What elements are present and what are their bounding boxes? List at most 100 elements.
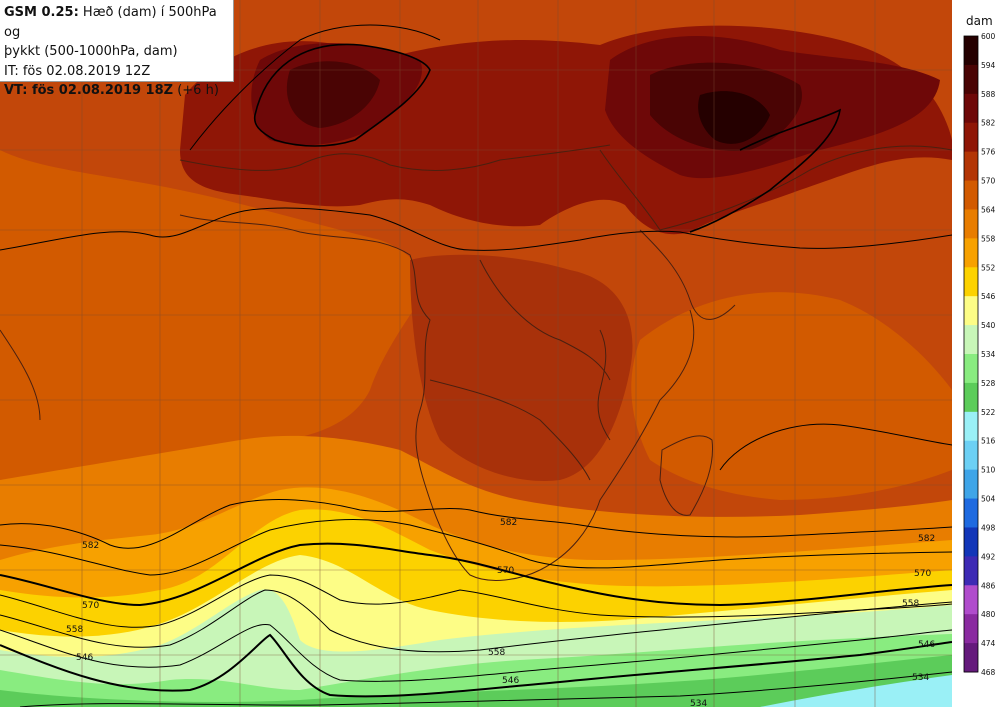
legend-tick-label: 540 [981, 321, 996, 330]
legend-swatch [964, 411, 978, 442]
coast-arabia [659, 145, 952, 231]
map-info-box: GSM 0.25: Hæð (dam) í 500hPa og þykkt (5… [0, 0, 234, 98]
legend-tick-label: 528 [981, 379, 996, 388]
field-582-africa [410, 254, 633, 481]
legend-tick-label: 504 [981, 495, 996, 504]
legend-tick-label: 522 [981, 408, 996, 417]
legend-swatch [964, 93, 978, 124]
isoline-594-north [253, 43, 431, 147]
legend-tick-label: 510 [981, 466, 996, 475]
legend-swatch [964, 585, 978, 615]
legend-swatch [964, 296, 978, 326]
coast-mediterranean [179, 144, 611, 171]
legend-tick-label: 534 [981, 350, 996, 359]
contour-label: 534 [690, 699, 707, 707]
forecast-offset: (+6 h) [173, 83, 219, 98]
isoline-588-north [189, 24, 441, 151]
legend-swatch [964, 180, 978, 210]
legend-swatch [964, 440, 978, 471]
legend-swatch [964, 36, 978, 66]
info-line-4: VT: fös 02.08.2019 18Z (+6 h) [4, 81, 229, 101]
contour-label: 558 [488, 648, 505, 658]
legend-swatch [964, 122, 978, 153]
coast-border2 [429, 379, 591, 481]
coast-africa-west [179, 214, 695, 581]
contour-label: 546 [918, 640, 935, 650]
legend-tick-label: 498 [981, 523, 996, 532]
coast-lake [597, 329, 611, 441]
legend-tick-label: 516 [981, 437, 996, 446]
legend-swatch [964, 527, 978, 557]
contour-label: 582 [82, 541, 99, 551]
contour-label: 546 [502, 676, 519, 686]
coast-border1 [479, 259, 611, 381]
legend-tick-label: 588 [981, 90, 996, 99]
contour-label: 558 [66, 625, 83, 635]
coast-africa-east [639, 229, 736, 320]
legend-swatch [964, 614, 978, 644]
legend-tick-label: 468 [981, 668, 996, 677]
legend-swatch [964, 469, 978, 500]
legend-swatch [964, 498, 978, 528]
legend-tick-label: 486 [981, 581, 996, 590]
info-line-1: GSM 0.25: Hæð (dam) í 500hPa og [4, 3, 229, 42]
legend-tick-label: 570 [981, 177, 996, 186]
field-600-arabia [698, 91, 770, 144]
isoline-546-south [0, 633, 952, 698]
legend-frame [963, 35, 979, 673]
isoline-576-south [0, 519, 952, 576]
legend-tick-label: 480 [981, 610, 996, 619]
contour-label: 570 [82, 601, 99, 611]
legend-tick-label: 582 [981, 119, 996, 128]
legend-tick-label: 594 [981, 61, 996, 70]
legend-swatch [964, 209, 978, 239]
legend-swatch [964, 267, 978, 297]
coastlines [0, 144, 952, 581]
legend-swatch [964, 556, 978, 586]
legend-swatch [964, 354, 978, 384]
graticule [0, 0, 952, 707]
legend-unit: dam [966, 14, 993, 28]
legend-tick-label: 474 [981, 639, 996, 648]
legend-swatch [964, 643, 978, 673]
model-name: GSM 0.25: [4, 5, 79, 20]
isoline-552-south [0, 623, 952, 682]
isoline-570-south [0, 542, 952, 607]
weather-map: 582 570 558 546 582 570 558 546 534 582 … [0, 0, 952, 707]
isoline-540-south [19, 671, 952, 707]
legend-tick-label: 600 [981, 32, 996, 41]
coast-redsea [599, 149, 661, 231]
field-528 [760, 675, 952, 707]
isolines [0, 24, 952, 707]
contour-label: 558 [902, 599, 919, 609]
legend-tick-label: 576 [981, 148, 996, 157]
isoline-582-indian [719, 423, 952, 471]
initial-time: IT: fös 02.08.2019 12Z [4, 63, 151, 79]
isoline-582-a [0, 207, 952, 251]
contour-label: 570 [497, 566, 514, 576]
contour-label: 570 [914, 569, 931, 579]
color-legend: dam 600 594 588 582 576 570 564 558 552 546 540 534… [952, 0, 1000, 707]
field-description: Hæð (dam) í 500hPa og [4, 5, 217, 40]
legend-colorbar: 600 594 588 582 576 570 564 558 552 546 540 534 528 5… [963, 32, 996, 677]
legend-swatch [964, 325, 978, 355]
legend-tick-label: 492 [981, 552, 996, 561]
contour-label: 582 [918, 534, 935, 544]
isoline-564-south [0, 574, 952, 628]
coast-south-america [0, 329, 41, 421]
valid-time: VT: fös 02.08.2019 18Z [4, 83, 174, 98]
legend-tick-label: 552 [981, 263, 996, 272]
legend-tick-label: 564 [981, 205, 996, 214]
isoline-576-a [689, 108, 842, 233]
legend-swatch [964, 64, 978, 95]
contour-label: 582 [500, 518, 517, 528]
contour-label: 546 [76, 653, 93, 663]
legend-tick-label: 558 [981, 234, 996, 243]
field-594-sahara [286, 61, 380, 128]
contour-label-group: 582 570 558 546 582 570 558 546 534 582 … [66, 518, 935, 707]
field-576-indian [631, 292, 952, 500]
legend-tick-label: 546 [981, 292, 996, 301]
info-line-2: þykkt (500-1000hPa, dam) [4, 44, 178, 59]
legend-swatch [964, 151, 978, 182]
isoline-582-south [0, 499, 952, 549]
